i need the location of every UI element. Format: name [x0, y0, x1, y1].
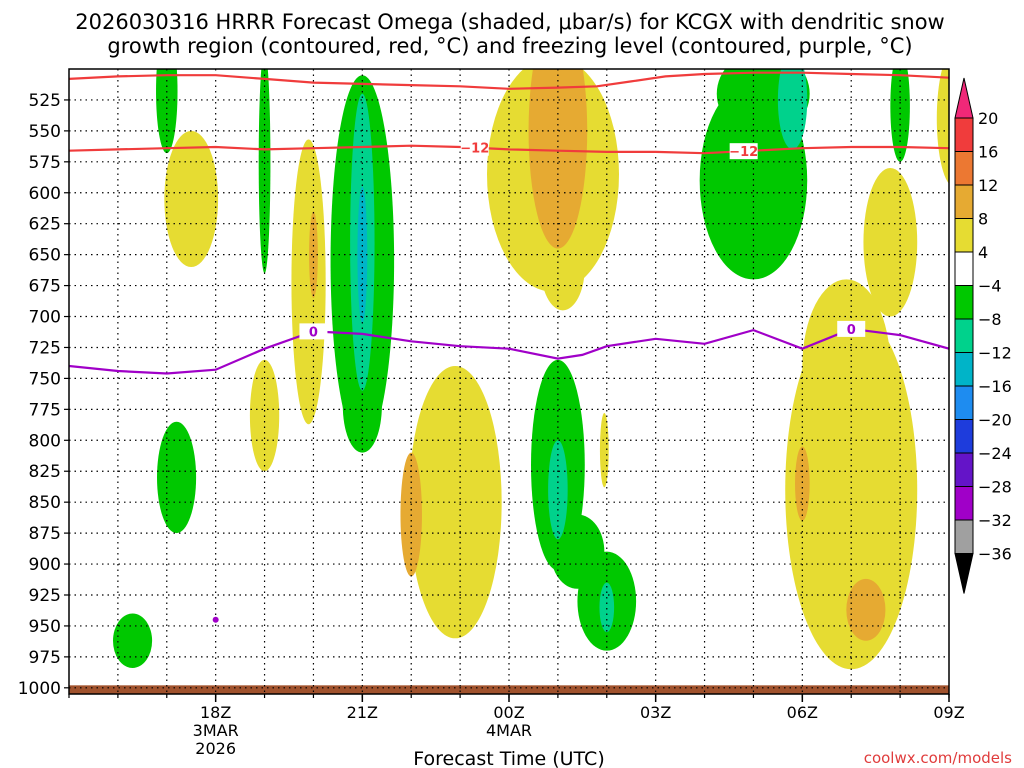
terrain-fill: [69, 685, 949, 694]
y-tick-label-950: 950: [29, 617, 61, 637]
chart-title-line1: 2026030316 HRRR Forecast Omega (shaded, …: [75, 10, 944, 34]
colorbar-label-2: 12: [978, 176, 998, 195]
x-tick-sublabel1-2: 4MAR: [486, 721, 532, 740]
contour-label-1: −12: [729, 145, 758, 160]
colorbar-box-2: [954, 151, 974, 186]
colorbar-label-9: −20: [978, 411, 1012, 430]
colorbar-box-12: [954, 486, 974, 521]
y-tick-label-825: 825: [29, 462, 61, 482]
omega-blob-4-0: [357, 186, 368, 323]
omega-blob-3-1: [548, 440, 568, 540]
x-axis-label: Forecast Time (UTC): [413, 748, 604, 768]
y-tick-label-875: 875: [29, 524, 61, 544]
y-tick-label-975: 975: [29, 648, 61, 668]
y-tick-label-700: 700: [29, 308, 61, 328]
purple-dot: [212, 616, 219, 623]
omega-blob-2-5: [113, 613, 153, 669]
colorbar-label-13: −36: [978, 545, 1012, 564]
x-tick-sublabel1-0: 3MAR: [193, 721, 239, 740]
omega-blob-2-11: [890, 69, 910, 162]
y-tick-label-675: 675: [29, 277, 61, 297]
omega-blob-0-0: [164, 130, 219, 268]
y-tick-label-1000: 1000: [18, 679, 61, 699]
colorbar-box-6: [954, 285, 974, 320]
contour-label-3: 0: [847, 323, 856, 338]
x-tick-label-2: 00Z: [493, 703, 524, 722]
x-tick-label-4: 06Z: [787, 703, 818, 722]
omega-blob-0-9: [863, 168, 918, 317]
y-tick-label-725: 725: [29, 338, 61, 358]
colorbar-box-3: [954, 184, 974, 219]
colorbar-label-0: 20: [978, 109, 998, 128]
y-tick-label-600: 600: [29, 184, 61, 204]
colorbar-label-8: −16: [978, 377, 1012, 396]
omega-blob-0-8: [802, 279, 891, 453]
colorbar-label-6: −8: [978, 310, 1002, 329]
omega-blob-3-3: [777, 69, 808, 150]
gridlines: [69, 69, 949, 694]
colorbar-label-5: −4: [978, 277, 1002, 296]
watermark: coolwx.com/models: [864, 749, 1012, 767]
omega-blob-0-6: [599, 413, 609, 488]
contour-label-bg-2: [299, 323, 328, 340]
terrain-band: [69, 685, 949, 694]
colorbar-box-8: [954, 352, 974, 387]
y-tick-label-900: 900: [29, 555, 61, 575]
y-tick-label-525: 525: [29, 91, 61, 111]
y-tick-label-850: 850: [29, 493, 61, 513]
colorbar-box-9: [954, 385, 974, 420]
colorbar-label-3: 8: [978, 210, 988, 229]
y-tick-label-650: 650: [29, 246, 61, 266]
y-tick-label-550: 550: [29, 122, 61, 142]
colorbar-label-7: −12: [978, 344, 1012, 363]
colorbar-label-11: −28: [978, 478, 1012, 497]
contour-line-1: [69, 71, 949, 90]
chart-title-line2: growth region (contoured, red, °C) and f…: [107, 34, 912, 58]
y-tick-label-775: 775: [29, 400, 61, 420]
y-tick-label-750: 750: [29, 369, 61, 389]
omega-blob-1-4: [846, 578, 886, 641]
x-tick-label-5: 09Z: [933, 703, 964, 722]
colorbar-bottom-arrow: [954, 553, 974, 594]
colorbar-box-13: [954, 519, 974, 554]
omega-blob-2-1: [258, 69, 271, 274]
colorbar-label-10: −24: [978, 444, 1012, 463]
y-tick-label-800: 800: [29, 431, 61, 451]
x-tick-label-0: 18Z: [200, 703, 231, 722]
colorbar-top-arrow: [954, 77, 974, 119]
x-tick-label-1: 21Z: [347, 703, 378, 722]
omega-blob-2-4: [157, 421, 197, 534]
y-axis: 525 550 575 600 625 650 675 700 725 750 775 800 825 8…: [18, 91, 69, 699]
y-tick-label-625: 625: [29, 215, 61, 235]
contour-label-2: 0: [309, 325, 318, 340]
colorbar-label-4: 4: [978, 243, 988, 262]
omega-blob-2-0: [156, 69, 178, 154]
omega-blob-1-2: [528, 69, 588, 249]
colorbar-box-1: [954, 117, 974, 152]
omega-blob-1-0: [309, 211, 318, 298]
colorbar-label-12: −32: [978, 511, 1012, 530]
y-tick-label-925: 925: [29, 586, 61, 606]
colorbar-box-7: [954, 318, 974, 353]
contour-line-0: [69, 144, 949, 155]
contour-label-0: −12: [460, 142, 489, 157]
omega-blob-0-1: [291, 139, 326, 425]
contour-label-bg-0: [460, 139, 489, 156]
x-tick-sublabel2-0: 2026: [195, 739, 236, 758]
colorbar-box-5: [954, 251, 974, 286]
colorbar: 20 16 12 8 4 −4 −8 −12 −16 −20 −24 −28 −32 −36: [954, 77, 1012, 594]
contour-label-bg-3: [837, 320, 866, 337]
contours: −12 −12 0 0: [69, 71, 949, 623]
colorbar-label-1: 16: [978, 143, 998, 162]
colorbar-box-10: [954, 419, 974, 454]
colorbar-box-4: [954, 218, 974, 253]
omega-blob-0-10: [936, 69, 949, 184]
x-tick-label-3: 03Z: [640, 703, 671, 722]
colorbar-box-11: [954, 452, 974, 487]
contour-label-bg-1: [729, 143, 758, 160]
y-tick-label-575: 575: [29, 153, 61, 173]
